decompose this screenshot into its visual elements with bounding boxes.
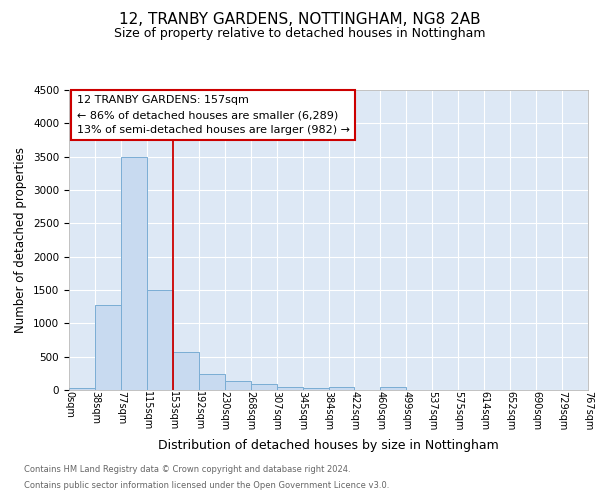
Bar bbox=[199, 374, 224, 390]
Text: 12, TRANBY GARDENS, NOTTINGHAM, NG8 2AB: 12, TRANBY GARDENS, NOTTINGHAM, NG8 2AB bbox=[119, 12, 481, 28]
Text: Size of property relative to detached houses in Nottingham: Size of property relative to detached ho… bbox=[114, 28, 486, 40]
Y-axis label: Number of detached properties: Number of detached properties bbox=[14, 147, 28, 333]
Bar bbox=[147, 290, 173, 390]
Bar bbox=[173, 352, 199, 390]
X-axis label: Distribution of detached houses by size in Nottingham: Distribution of detached houses by size … bbox=[158, 439, 499, 452]
Text: Contains public sector information licensed under the Open Government Licence v3: Contains public sector information licen… bbox=[24, 481, 389, 490]
Bar bbox=[225, 380, 251, 390]
Bar bbox=[329, 386, 355, 390]
Bar bbox=[121, 156, 147, 390]
Text: 12 TRANBY GARDENS: 157sqm
← 86% of detached houses are smaller (6,289)
13% of se: 12 TRANBY GARDENS: 157sqm ← 86% of detac… bbox=[77, 96, 350, 135]
Text: Contains HM Land Registry data © Crown copyright and database right 2024.: Contains HM Land Registry data © Crown c… bbox=[24, 465, 350, 474]
Bar bbox=[69, 388, 95, 390]
Bar bbox=[95, 306, 121, 390]
Bar bbox=[277, 386, 302, 390]
Bar bbox=[251, 384, 277, 390]
Bar bbox=[302, 388, 329, 390]
Bar bbox=[380, 386, 406, 390]
